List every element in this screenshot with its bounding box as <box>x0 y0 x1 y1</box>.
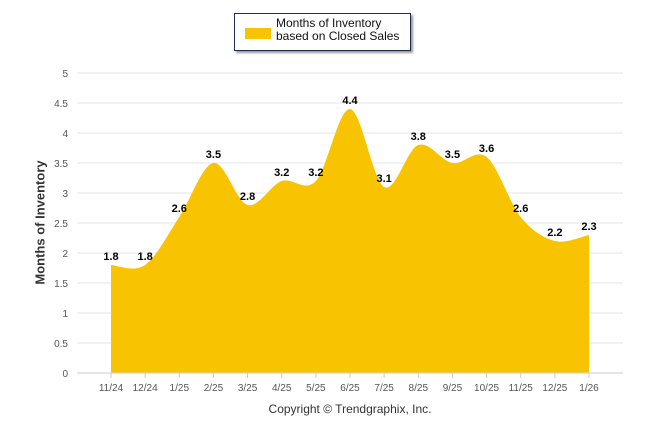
y-tick-label: 3 <box>62 189 68 200</box>
y-tick-label: 4.5 <box>54 99 68 110</box>
x-tick-label: 1/25 <box>170 383 190 394</box>
x-tick-label: 6/25 <box>340 383 360 394</box>
y-tick-label: 0.5 <box>54 339 68 350</box>
legend-label: Months of Inventory based on Closed Sale… <box>276 16 400 43</box>
x-tick-label: 9/25 <box>443 383 463 394</box>
x-tick-label: 5/25 <box>306 383 326 394</box>
data-label: 3.2 <box>308 167 323 179</box>
data-label: 2.6 <box>172 203 187 215</box>
copyright: Copyright © Trendgraphix, Inc. <box>268 402 432 416</box>
data-label: 2.6 <box>513 203 528 215</box>
x-tick-label: 12/24 <box>133 383 158 394</box>
legend-swatch <box>245 28 271 39</box>
data-label: 3.2 <box>274 167 289 179</box>
x-tick-label: 11/25 <box>509 383 534 394</box>
x-tick-label: 12/25 <box>542 383 567 394</box>
y-tick-label: 3.5 <box>54 159 68 170</box>
y-tick-label: 2 <box>62 249 68 260</box>
area-series <box>111 108 589 373</box>
legend: Months of Inventory based on Closed Sale… <box>234 13 411 51</box>
y-tick-label: 4 <box>62 129 68 140</box>
data-label: 2.8 <box>240 191 255 203</box>
y-tick-label: 0 <box>62 369 68 380</box>
data-label: 3.1 <box>376 173 391 185</box>
y-tick-label: 2.5 <box>54 219 68 230</box>
y-tick-label: 5 <box>62 69 68 80</box>
data-label: 4.4 <box>342 95 358 107</box>
data-label: 3.6 <box>479 143 494 155</box>
x-tick-label: 11/24 <box>99 383 124 394</box>
data-label: 2.3 <box>581 221 596 233</box>
data-label: 3.5 <box>206 149 221 161</box>
x-tick-label: 3/25 <box>238 383 258 394</box>
x-tick-label: 7/25 <box>374 383 394 394</box>
x-tick-label: 1/26 <box>579 383 599 394</box>
x-tick-label: 10/25 <box>474 383 499 394</box>
data-label: 1.8 <box>103 251 118 263</box>
x-tick-label: 8/25 <box>409 383 429 394</box>
x-tick-label: 4/25 <box>272 383 292 394</box>
data-label: 1.8 <box>137 251 152 263</box>
data-label: 2.2 <box>547 227 562 239</box>
data-label: 3.5 <box>445 149 460 161</box>
data-label: 3.8 <box>411 131 426 143</box>
y-tick-label: 1 <box>62 309 68 320</box>
y-tick-label: 1.5 <box>54 279 68 290</box>
x-tick-label: 2/25 <box>204 383 224 394</box>
